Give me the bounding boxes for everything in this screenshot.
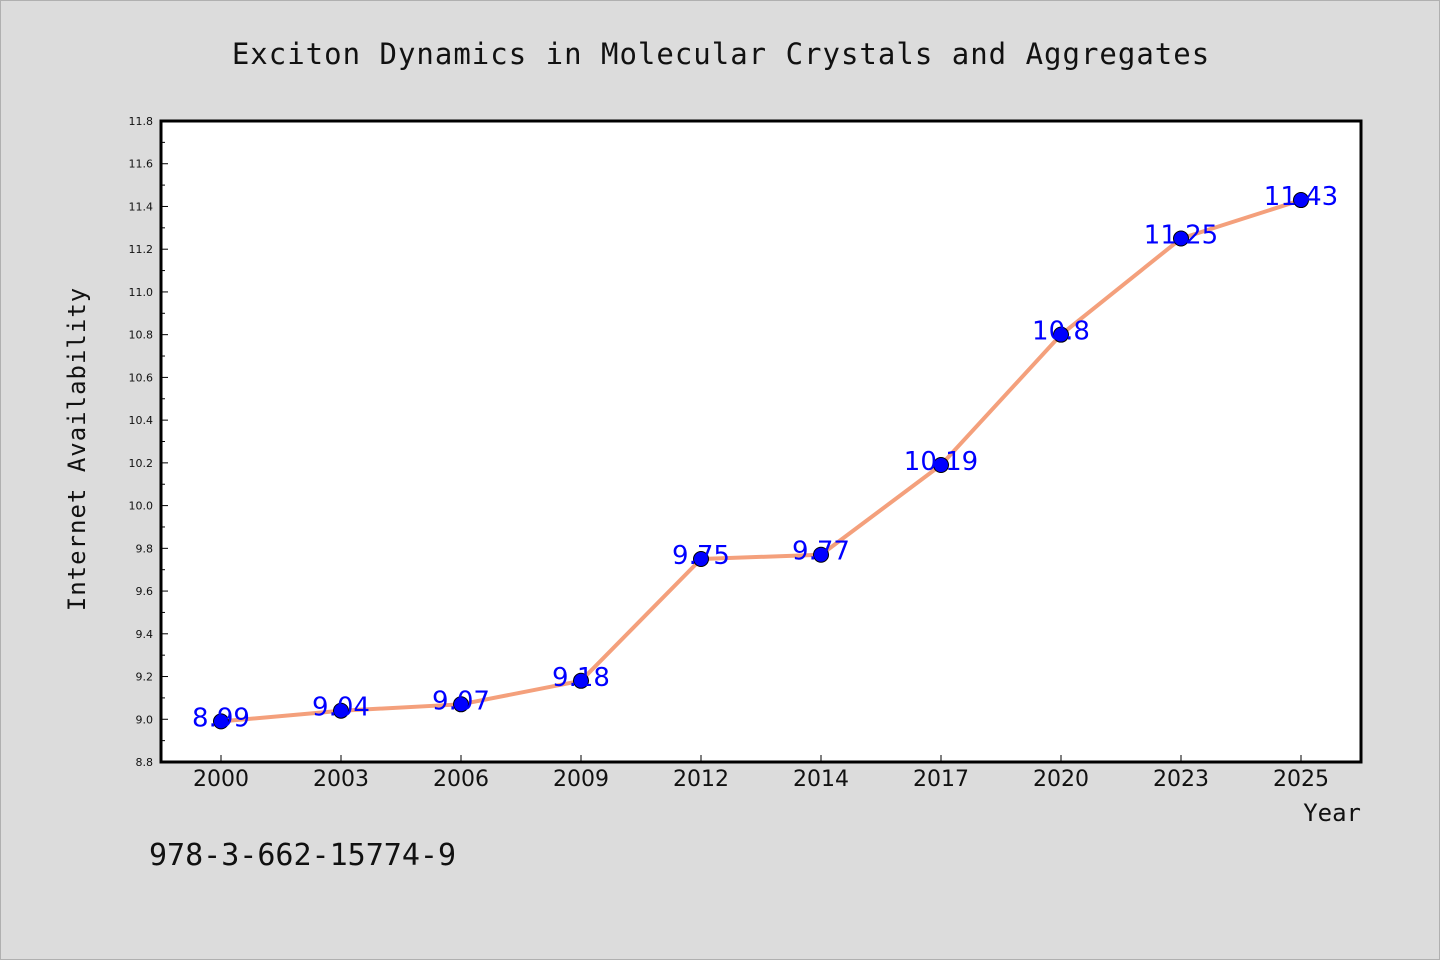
y-tick-label: 10.4 [129,414,154,427]
data-point [333,702,349,719]
data-point [213,713,229,730]
data-label: 9.04 [312,693,370,723]
y-tick-label: 8.8 [136,756,154,769]
data-label: 9.07 [432,686,490,716]
data-label: 8.99 [192,703,250,733]
data-label: 10.19 [904,447,978,477]
y-tick-label: 10.0 [129,500,154,513]
data-label: 9.77 [792,537,850,567]
data-point [693,551,709,568]
data-label: 9.75 [672,541,730,571]
y-tick-label: 9.0 [136,713,154,726]
y-tick-label: 11.6 [129,158,154,171]
y-axis-ticks: 8.8 9.0 9.2 9.4 9.6 9.8 10.0 10.2 10.4 10.6 10.8 11… [129,115,168,769]
data-point [933,457,949,474]
y-tick-label: 9.4 [136,628,154,641]
x-tick-label: 2003 [313,767,369,792]
x-tick-label: 2017 [913,767,969,792]
x-tick-label: 2006 [433,767,489,792]
x-tick-label: 2025 [1273,767,1329,792]
y-tick-label: 11.8 [129,115,154,128]
data-label: 11.43 [1264,182,1338,212]
footer-code: 978-3-662-15774-9 [149,838,456,873]
series-group: 8.99 9.04 9.07 9.18 9.75 9.77 10.19 10.8 11.25 11… [192,182,1338,733]
x-tick-label: 2020 [1033,767,1089,792]
data-point [1053,326,1069,343]
data-point [573,672,589,689]
y-tick-label: 10.2 [129,457,154,470]
x-tick-label: 2000 [193,767,249,792]
y-tick-label: 10.8 [129,329,154,342]
data-label: 11.25 [1144,221,1218,251]
y-tick-label: 9.6 [136,585,154,598]
data-label: 9.18 [552,663,610,693]
y-tick-label: 9.2 [136,671,154,684]
y-axis-label: Internet Availability [63,287,91,611]
x-axis-label: Year [1303,799,1361,827]
data-point [453,696,469,713]
y-tick-label: 11.0 [129,286,154,299]
y-tick-label: 9.8 [136,542,154,555]
plot-area [159,119,1363,764]
x-axis-ticks: 2000 2003 2006 2009 2012 2014 2017 2020 2023 2025 [193,755,1329,792]
y-tick-label: 11.4 [129,200,154,213]
data-point [1173,230,1189,247]
x-tick-label: 2009 [553,767,609,792]
x-tick-label: 2014 [793,767,849,792]
x-tick-label: 2012 [673,767,729,792]
y-tick-label: 11.2 [129,243,154,256]
series-line [219,198,1303,724]
data-point [813,546,829,563]
x-tick-label: 2023 [1153,767,1209,792]
data-label: 10.8 [1032,317,1090,347]
y-tick-label: 10.6 [129,371,154,384]
data-point [1293,192,1309,209]
chart-title: Exciton Dynamics in Molecular Crystals a… [232,37,1210,71]
